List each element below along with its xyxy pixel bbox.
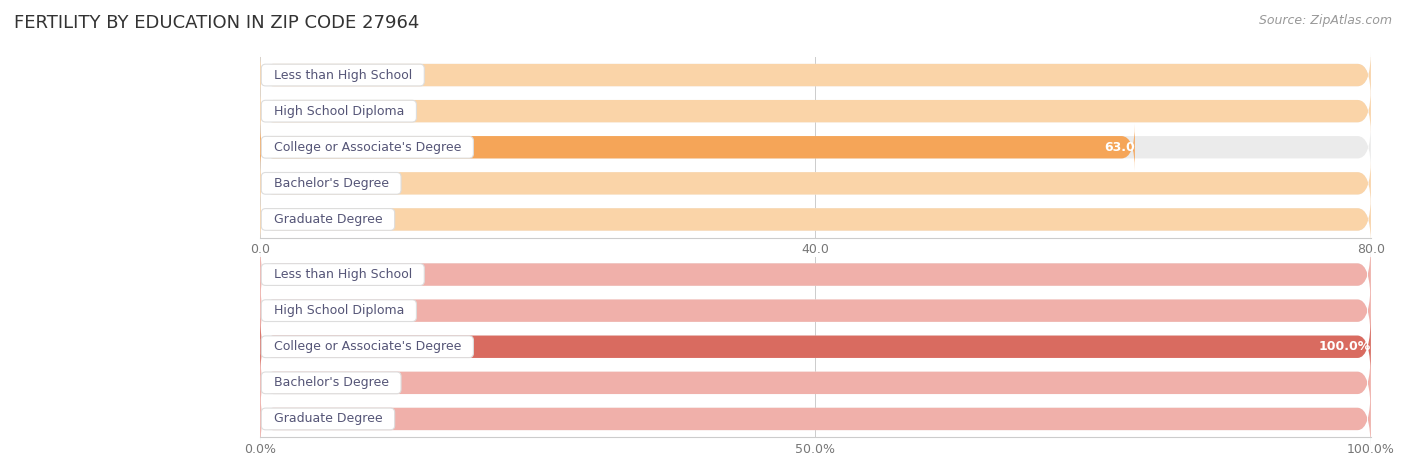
FancyBboxPatch shape	[260, 52, 1371, 98]
FancyBboxPatch shape	[260, 160, 1371, 207]
Text: Source: ZipAtlas.com: Source: ZipAtlas.com	[1258, 14, 1392, 27]
FancyBboxPatch shape	[260, 351, 1371, 415]
FancyBboxPatch shape	[260, 387, 1371, 451]
FancyBboxPatch shape	[260, 52, 1371, 98]
Text: FERTILITY BY EDUCATION IN ZIP CODE 27964: FERTILITY BY EDUCATION IN ZIP CODE 27964	[14, 14, 419, 32]
Text: 0.0: 0.0	[271, 68, 291, 82]
FancyBboxPatch shape	[260, 278, 1371, 343]
Text: 0.0%: 0.0%	[271, 268, 304, 281]
FancyBboxPatch shape	[260, 387, 1371, 451]
Text: 0.0: 0.0	[271, 104, 291, 118]
FancyBboxPatch shape	[260, 351, 1371, 415]
FancyBboxPatch shape	[260, 124, 1135, 171]
Text: Bachelor's Degree: Bachelor's Degree	[266, 376, 396, 390]
Text: Bachelor's Degree: Bachelor's Degree	[266, 177, 396, 190]
FancyBboxPatch shape	[260, 196, 1371, 243]
Text: Graduate Degree: Graduate Degree	[266, 213, 391, 226]
FancyBboxPatch shape	[260, 88, 1371, 134]
Text: 0.0%: 0.0%	[271, 304, 304, 317]
FancyBboxPatch shape	[260, 242, 1371, 307]
FancyBboxPatch shape	[260, 196, 1371, 243]
FancyBboxPatch shape	[260, 314, 1371, 379]
Text: 0.0: 0.0	[271, 177, 291, 190]
Text: 0.0%: 0.0%	[271, 412, 304, 426]
Text: Graduate Degree: Graduate Degree	[266, 412, 391, 426]
FancyBboxPatch shape	[260, 242, 1371, 307]
Text: College or Associate's Degree: College or Associate's Degree	[266, 141, 470, 154]
Text: College or Associate's Degree: College or Associate's Degree	[266, 340, 470, 353]
FancyBboxPatch shape	[260, 124, 1371, 171]
FancyBboxPatch shape	[260, 278, 1371, 343]
Text: Less than High School: Less than High School	[266, 268, 420, 281]
Text: 63.0: 63.0	[1104, 141, 1135, 154]
Text: 0.0: 0.0	[271, 213, 291, 226]
Text: High School Diploma: High School Diploma	[266, 304, 412, 317]
Text: 100.0%: 100.0%	[1319, 340, 1371, 353]
Text: 0.0%: 0.0%	[271, 376, 304, 390]
Text: Less than High School: Less than High School	[266, 68, 420, 82]
FancyBboxPatch shape	[260, 314, 1371, 379]
Text: High School Diploma: High School Diploma	[266, 104, 412, 118]
FancyBboxPatch shape	[260, 160, 1371, 207]
FancyBboxPatch shape	[260, 88, 1371, 134]
